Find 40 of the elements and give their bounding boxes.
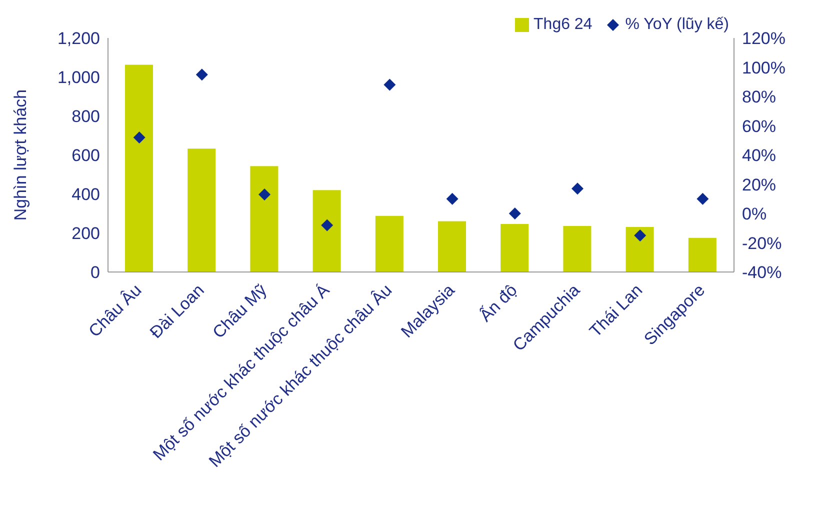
point [508,208,521,220]
bar [188,148,216,272]
y-tick-label: 1,000 [57,68,100,88]
y2-tick-label: 40% [742,146,776,166]
y2-tick-label: -20% [742,234,782,253]
point [446,192,458,205]
bar [250,166,278,272]
point [321,219,334,232]
x-tick-label: Thái Lan [586,280,646,341]
y2-tick-label: 120% [742,29,786,48]
point [572,182,584,195]
y-tick-label: 600 [72,146,100,166]
point [258,188,270,200]
point [384,78,396,91]
y2-tick-label: 60% [742,116,776,136]
y2-tick-label: 20% [742,175,776,194]
y2-tick-label: 100% [742,58,786,78]
bar [125,64,153,272]
y-axis-title: Nghìn lượt khách [11,89,30,221]
y-tick-label: 0 [90,263,100,282]
bar [312,190,341,272]
point [634,229,646,242]
y2-tick-label: -40% [742,263,782,282]
point [133,131,146,144]
bar [688,238,716,272]
bar [438,221,466,272]
y2-tick-label: 80% [742,88,776,107]
y-tick-label: 200 [72,224,100,244]
bar [563,226,592,272]
bar [375,216,404,272]
point [696,192,709,205]
legend-label: Thg6 24 [532,16,592,34]
y2-tick-label: 0% [742,204,767,224]
y-tick-label: 1,200 [57,29,100,48]
legend-label: % YoY (lũy kế) [624,16,729,34]
y-tick-label: 800 [72,107,100,126]
bar [500,224,529,272]
point [196,68,208,81]
y-tick-label: 400 [72,185,100,204]
bar [626,226,654,272]
